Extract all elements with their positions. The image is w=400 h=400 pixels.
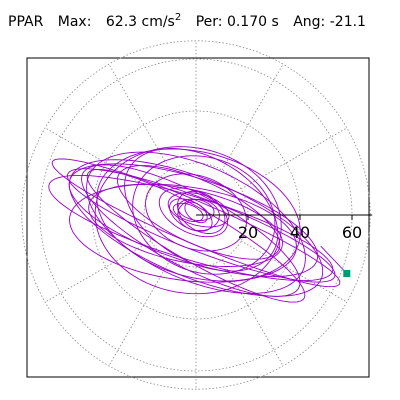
radial-tick-label-40: 40 [290,223,310,242]
orbit-loop-12 [51,158,341,288]
peak-marker [343,270,351,277]
plot-frame [26,57,370,378]
orbit-loop-22 [177,198,220,232]
grid-spoke-30 [240,127,348,190]
radial-tick-label-60: 60 [342,223,362,242]
orbit-loop-3 [96,148,301,282]
orbit-loop-5 [94,146,282,295]
orbit-loop-23 [184,201,208,224]
chart-title: PPAR Max: 62.3 cm/s2 Per: 0.170 s Ang: -… [8,12,366,36]
orbit-loop-16 [158,187,228,238]
grid-spoke-120 [108,63,171,171]
max-unit: cm/s2 [142,12,182,30]
peak-leader-line [320,245,348,274]
orbit-loop-9 [132,155,276,275]
max-value: 62.3 [105,14,138,30]
grid-spoke-240 [108,259,171,367]
orbit-loop-20 [177,190,226,234]
orbit-loop-4 [81,164,301,297]
grid-spoke-210 [44,240,152,303]
orbit-loop-19 [177,198,215,221]
period-label: Per: [195,14,223,30]
orbit-loop-10 [69,183,297,283]
max-unit-base: cm/s [141,14,175,30]
orbit-loop-14 [86,169,306,303]
orbit-loop-21 [172,202,204,222]
component-label: PPAR [8,14,44,30]
angle-label: Ang: [293,14,326,30]
max-unit-exponent: 2 [174,12,182,23]
orbit-loop-8 [88,183,283,267]
grid-spoke-300 [221,259,284,367]
peak-marker-layer [343,270,351,277]
grid-spoke-60 [221,63,284,171]
angle-value: -21.1 [329,14,366,30]
orbit-loop-15 [145,173,247,252]
orbit-trace [48,146,348,303]
grid-spoke-150 [44,127,152,190]
radial-axis: 20 40 60 [196,214,373,242]
period-value: 0.170 s [226,14,279,30]
orbit-loop-13 [48,174,334,282]
orbit-loop-7 [124,148,279,272]
orbit-loop-11 [116,165,281,260]
radial-tick-label-20: 20 [238,223,258,242]
orbit-loop-6 [68,159,324,297]
orbit-loop-17 [167,192,230,228]
grid-spoke-330 [240,240,348,303]
max-label: Max: [57,14,92,30]
